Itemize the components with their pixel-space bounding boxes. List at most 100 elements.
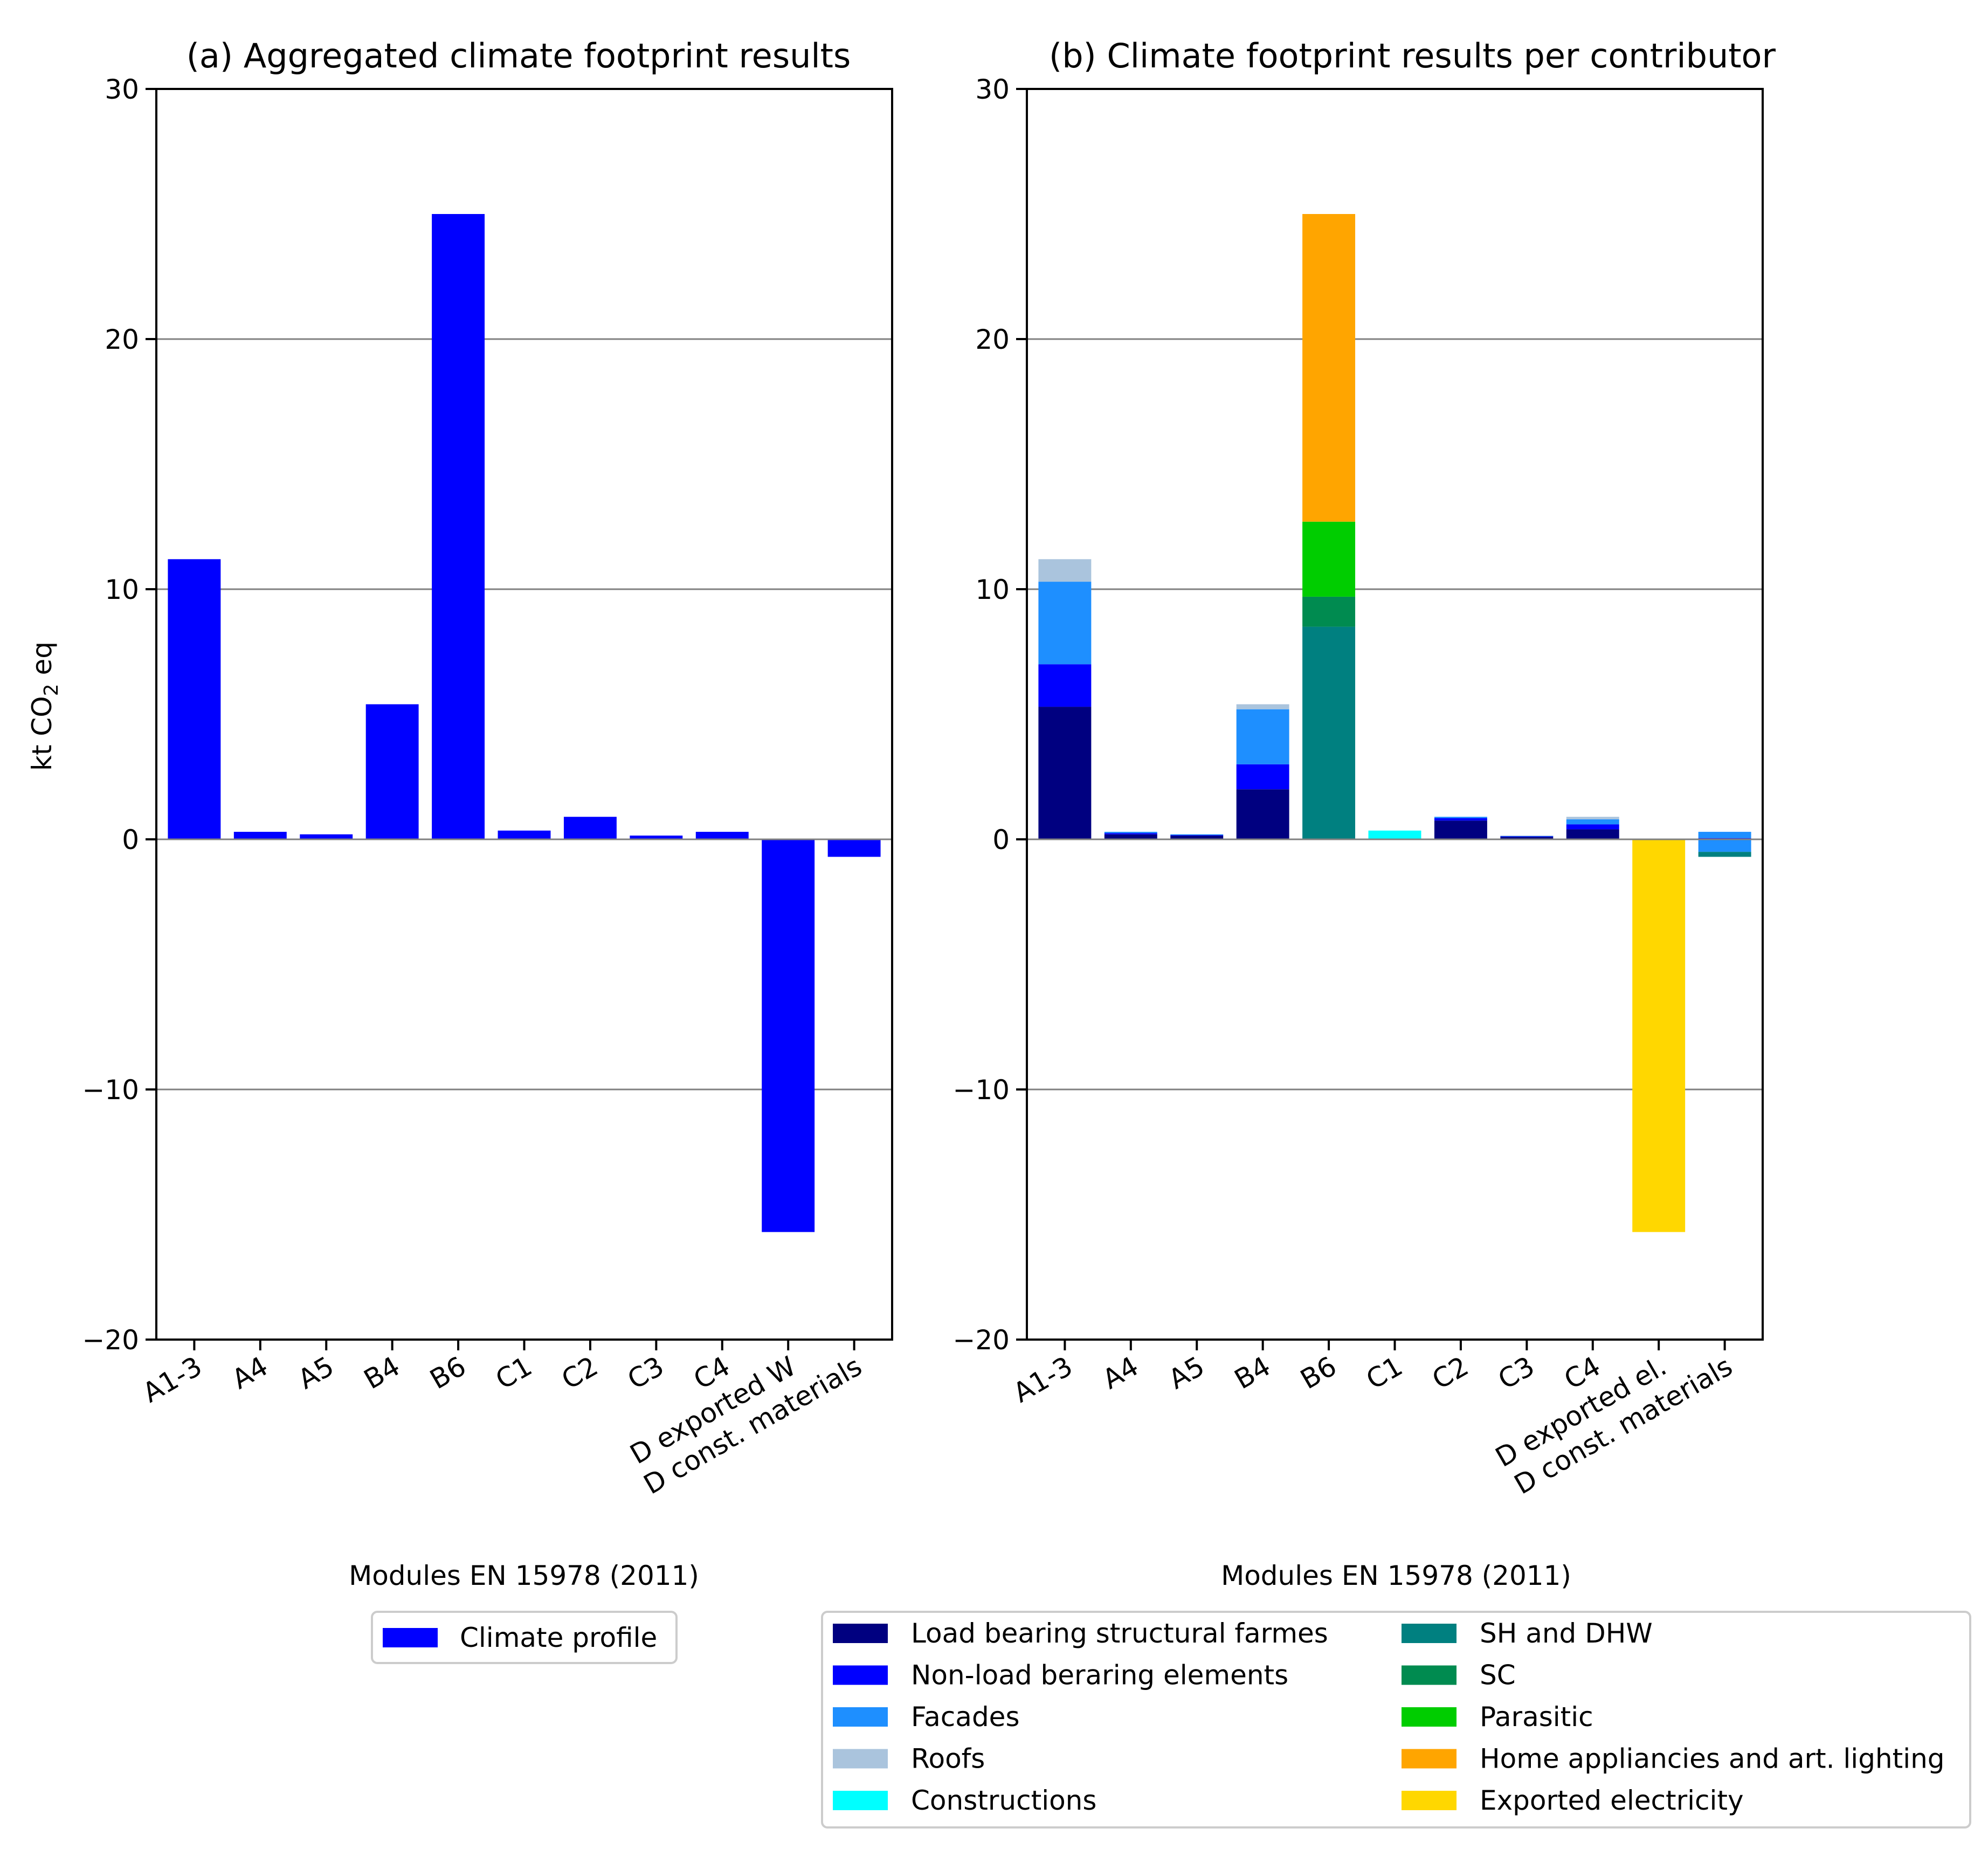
panel-b-x-tick-label: A4	[1097, 1350, 1144, 1395]
legend-label-non-load-beraring-elements: Non-load beraring elements	[911, 1660, 1288, 1691]
bar-segment-load-bearing-structural-farmes-c2	[1434, 820, 1487, 839]
panel-a-title: (a) Aggregated climate footprint results	[187, 36, 851, 75]
bar-b6	[432, 214, 485, 839]
panel-a-y-tick-label: 30	[105, 74, 139, 105]
panel-b-bars	[1027, 214, 1763, 1232]
panel-a-x-axis-label: Modules EN 15978 (2011)	[349, 1560, 699, 1591]
bar-segment-non-load-beraring-elements-a4	[1104, 833, 1157, 834]
panel-a-legend: Climate profile	[371, 1611, 678, 1664]
bar-segment-load-bearing-structural-farmes-c3	[1500, 837, 1554, 839]
panel-b-x-tick-label: B6	[1295, 1350, 1342, 1395]
legend-swatch-exported-electricity	[1402, 1791, 1457, 1810]
panel-b-y-tick-label: 0	[992, 824, 1010, 855]
bar-segment-non-load-beraring-elements-c3	[1500, 836, 1554, 837]
panel-a-y-tick-label: 0	[122, 824, 139, 855]
panel-b-y-tick-label: 10	[975, 574, 1010, 605]
panel-b-x-tick-label: C1	[1361, 1350, 1408, 1396]
legend-label-facades: Facades	[911, 1701, 1020, 1733]
bar-d-exported-w	[762, 839, 815, 1232]
bar-d-const-materials	[827, 839, 881, 857]
bar-segment-facades-a5	[1170, 834, 1224, 836]
bar-b4	[365, 704, 419, 839]
panel-b-x-tick-label: A5	[1163, 1350, 1210, 1395]
bar-segment-non-load-beraring-elements-c2	[1434, 818, 1487, 821]
panel-b-title: (b) Climate footprint results per contri…	[1049, 36, 1776, 75]
bar-c3	[630, 836, 683, 839]
panel-b-y-ticks: −20 −10 0 10 20 30	[952, 74, 1027, 1356]
panel-a-x-tick-label: C1	[491, 1350, 537, 1396]
bar-a4	[233, 832, 287, 839]
bar-segment-non-load-beraring-elements-c4	[1566, 824, 1619, 830]
panel-a-x-tick-label: A4	[227, 1350, 273, 1395]
panel-b-x-axis-label: Modules EN 15978 (2011)	[1221, 1560, 1571, 1591]
legend-swatch-climate-profile	[383, 1628, 438, 1647]
bar-segment-roofs-c4	[1566, 817, 1619, 819]
panel-b-x-tick-label: A1-3	[1008, 1350, 1078, 1409]
panel-b-x-ticks: A1-3 A4 A5 B4 B6 C1 C2 C3 C4D exported el.D cons…	[1008, 1340, 1738, 1501]
bar-segment-load-bearing-structural-farmes-a5	[1170, 836, 1224, 839]
panel-b-y-tick-label: −20	[952, 1324, 1010, 1356]
panel-b: (b) Climate footprint results per contri…	[821, 36, 1971, 1829]
bar-a1-3	[168, 559, 221, 839]
bar-segment-exported-electricity-d-exported-el	[1632, 839, 1686, 1232]
panel-a: (a) Aggregated climate footprint results…	[26, 36, 893, 1664]
bar-segment-facades-c4	[1566, 819, 1619, 825]
legend-label-parasitic: Parasitic	[1480, 1701, 1593, 1733]
bar-segment-roofs-a1-3	[1038, 559, 1092, 582]
bar-segment-non-load-beraring-elements-a1-3	[1038, 664, 1092, 707]
panel-b-legend: Load bearing structural farmes Non-load b…	[821, 1611, 1971, 1829]
bar-segment-facades-d-const-materials	[1698, 832, 1751, 838]
legend-swatch-roofs	[833, 1749, 888, 1769]
panel-a-x-tick-label: B4	[358, 1350, 405, 1395]
panel-a-y-ticks: −20 −10 0 10 20 30	[82, 74, 156, 1356]
panel-b-y-tick-label: 30	[975, 74, 1010, 105]
panel-a-y-tick-label: 10	[105, 574, 139, 605]
bar-a5	[300, 834, 353, 839]
legend-label-home-appliancies-and-art-lighting: Home appliancies and art. lighting	[1480, 1743, 1945, 1775]
bar-segment-load-bearing-structural-farmes-a1-3	[1038, 707, 1092, 839]
bar-segment-roofs-b4	[1236, 704, 1289, 709]
bar-c2	[563, 817, 617, 839]
bar-segment-sh-and-dhw-negative	[1698, 852, 1751, 857]
legend-label-load-bearing-structural-farmes: Load bearing structural farmes	[911, 1618, 1328, 1649]
legend-swatch-constructions	[833, 1791, 888, 1810]
bar-segment-facades-a1-3	[1038, 582, 1092, 665]
legend-swatch-load-bearing-structural-farmes	[833, 1624, 888, 1643]
legend-swatch-home-appliancies-and-art-lighting	[1402, 1749, 1457, 1769]
bar-c4	[695, 832, 749, 839]
bar-segment-load-bearing-structural-farmes-b4	[1236, 789, 1289, 839]
panel-a-y-tick-label: −20	[82, 1324, 139, 1356]
bar-segment-sc-b6	[1302, 596, 1356, 627]
panel-a-x-ticks: A1-3 A4 A5 B4 B6 C1 C2 C3 C4D exported WD const.…	[137, 1340, 867, 1501]
panel-b-x-tick-label: C3	[1493, 1350, 1540, 1396]
legend-swatch-non-load-beraring-elements	[833, 1665, 888, 1685]
legend-label-exported-electricity: Exported electricity	[1480, 1785, 1744, 1816]
bar-segment-load-bearing-structural-farmes-c4	[1566, 829, 1619, 839]
bar-segment-facades-b4	[1236, 709, 1289, 764]
panel-a-x-tick-label: A1-3	[137, 1350, 207, 1409]
bar-segment-home-appliancies-and-art-lighting-b6	[1302, 214, 1356, 522]
legend-label-sc: SC	[1480, 1660, 1516, 1691]
panel-b-legend-entries: Load bearing structural farmes Non-load b…	[833, 1618, 1945, 1816]
bar-segment-constructions-c1	[1368, 830, 1421, 839]
legend-label-sh-and-dhw: SH and DHW	[1480, 1618, 1653, 1649]
legend-frame	[821, 1611, 1971, 1829]
panel-a-bars	[156, 214, 892, 1232]
panel-b-x-tick-label: B4	[1229, 1350, 1275, 1395]
legend-label-roofs: Roofs	[911, 1743, 985, 1775]
legend-label-constructions: Constructions	[911, 1785, 1096, 1816]
bar-segment-facades-negative	[1698, 839, 1751, 852]
bar-segment-load-bearing-structural-farmes-a4	[1104, 834, 1157, 839]
bar-segment-non-load-beraring-elements-b4	[1236, 764, 1289, 790]
bar-segment-sh-and-dhw-b6	[1302, 626, 1356, 839]
bar-segment-non-load-beraring-elements-a5	[1170, 835, 1224, 836]
panel-b-y-tick-label: 20	[975, 324, 1010, 355]
legend-label-climate-profile: Climate profile	[460, 1622, 657, 1653]
panel-a-x-tick-label: B6	[425, 1350, 471, 1395]
panel-b-y-tick-label: −10	[952, 1074, 1010, 1106]
legend-frame	[371, 1611, 678, 1664]
legend-swatch-sh-and-dhw	[1402, 1624, 1457, 1643]
panel-b-x-tick-label: C2	[1427, 1350, 1474, 1396]
bar-c1	[498, 830, 551, 839]
